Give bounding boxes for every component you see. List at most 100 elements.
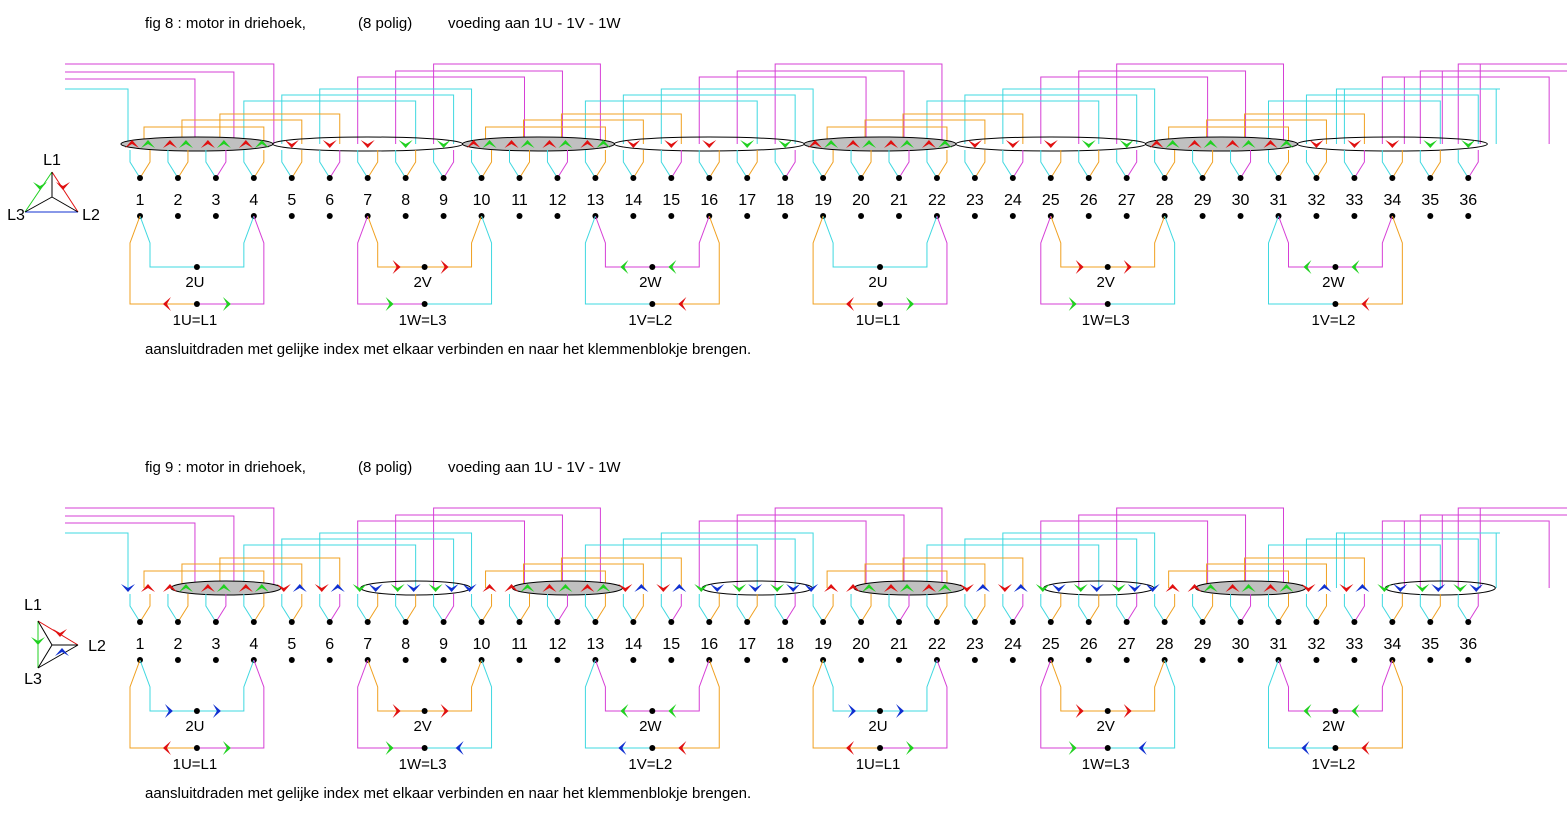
slot-number: 7 xyxy=(363,636,372,653)
arrow-up-icon xyxy=(558,140,573,148)
lead-wire xyxy=(812,594,824,623)
lead-wire xyxy=(1116,150,1128,179)
arrow-down-icon xyxy=(462,584,477,592)
terminal-dot xyxy=(1389,175,1396,181)
lead-wire xyxy=(481,150,493,179)
lead-wire xyxy=(1419,594,1431,623)
lead-wire xyxy=(850,150,862,179)
outer-wire xyxy=(424,659,493,749)
lead-wire xyxy=(1316,594,1327,623)
bridge-wire xyxy=(736,514,905,588)
lead-wire xyxy=(1116,594,1128,623)
lead-wire xyxy=(546,594,558,623)
arrow-down-icon xyxy=(368,584,383,592)
arrow-right-icon xyxy=(222,741,231,755)
arrow-up-icon xyxy=(178,140,193,148)
connection-group: 2V 1W=L3 xyxy=(1040,215,1176,329)
arrow-up-icon xyxy=(141,584,155,592)
arrow-up-icon xyxy=(1165,140,1180,148)
lead-wire xyxy=(1268,594,1279,623)
arrow-left-icon xyxy=(846,741,855,755)
bridge-wire xyxy=(1419,70,1567,144)
lead-wire xyxy=(1126,150,1138,179)
connection-group: 2U 1U=L1 xyxy=(129,215,265,329)
lead-wire xyxy=(622,150,634,179)
slot-number: 6 xyxy=(325,192,334,209)
coil-group xyxy=(120,136,274,152)
terminal-dot xyxy=(971,619,978,625)
terminal-dot xyxy=(1427,657,1434,663)
arrow-right-icon xyxy=(440,704,449,718)
terminal-dot xyxy=(554,213,561,219)
phase-label-l1: L1 xyxy=(43,152,61,169)
arrow-up-icon xyxy=(634,584,649,592)
phase-label-l3: L3 xyxy=(24,671,42,688)
fig9: fig 9 : motor in driehoek, (8 polig) voedi… xyxy=(24,459,1567,802)
bridge-wire xyxy=(826,570,948,588)
junction-dot xyxy=(1332,301,1339,307)
arrow-up-icon xyxy=(1187,140,1202,148)
lead-wire xyxy=(698,150,710,179)
terminal-dot xyxy=(896,213,902,219)
group-mid-label: 2V xyxy=(1097,274,1115,291)
lead-wire xyxy=(1230,150,1241,179)
slot-number: 4 xyxy=(249,192,258,209)
terminal-dot xyxy=(288,619,295,625)
terminal-dot xyxy=(554,619,561,625)
supply-wire xyxy=(1403,76,1500,144)
supply-wire xyxy=(65,63,275,144)
supply-wire xyxy=(1479,507,1500,588)
lead-wire xyxy=(1078,150,1090,179)
slot-number: 22 xyxy=(928,636,946,653)
slot-number: 15 xyxy=(662,192,680,209)
terminal-dot xyxy=(1199,657,1206,663)
slot-number: 27 xyxy=(1118,192,1136,209)
slot-number: 24 xyxy=(1004,636,1022,653)
bridge-wire xyxy=(736,70,905,144)
arrow-up-icon xyxy=(178,584,193,592)
bridge-wire xyxy=(181,563,303,588)
bridge-wire xyxy=(433,63,601,144)
lead-wire xyxy=(519,594,530,623)
bridge-wire xyxy=(1168,126,1289,144)
bridge-wire xyxy=(584,544,758,588)
lead-wire xyxy=(433,594,445,623)
terminal-dot xyxy=(1351,619,1358,625)
outer-wire xyxy=(652,215,720,305)
bridge-wire xyxy=(1206,119,1327,144)
bridge-wire xyxy=(774,507,943,588)
terminal-dot xyxy=(668,175,675,181)
bridge-wire xyxy=(219,557,341,588)
slot-number: 13 xyxy=(587,636,605,653)
lead-wire xyxy=(205,150,217,179)
inner-wire xyxy=(822,659,938,712)
terminal-dot xyxy=(1047,175,1054,181)
terminal-dot xyxy=(288,657,295,663)
connection-group: 2U 1U=L1 xyxy=(812,659,948,773)
bridge-wire xyxy=(219,113,341,144)
arrow-left-icon xyxy=(1361,297,1370,311)
lead-wire xyxy=(1240,594,1252,623)
terminal-dot xyxy=(630,619,637,625)
junction-dot xyxy=(877,301,884,307)
terminal-dot xyxy=(1199,619,1206,625)
lead-wire xyxy=(481,594,493,623)
bridge-wire xyxy=(1116,63,1284,144)
lead-wire xyxy=(736,150,748,179)
bridge-wire xyxy=(698,76,867,144)
arrow-up-icon xyxy=(216,584,231,592)
lead-wire xyxy=(1154,150,1166,179)
lead-wire xyxy=(812,150,824,179)
arrow-down-icon xyxy=(53,629,67,637)
arrow-up-icon xyxy=(921,140,936,148)
junction-dot xyxy=(1332,745,1339,751)
lead-wire xyxy=(1278,594,1289,623)
arrow-up-icon xyxy=(1317,584,1332,592)
group-bottom-label: 1U=L1 xyxy=(173,312,218,329)
arrow-up-icon xyxy=(1165,584,1180,592)
terminal-dot xyxy=(896,175,902,181)
arrow-down-icon xyxy=(748,584,763,592)
arrow-right-icon xyxy=(906,741,915,755)
slot-number: 10 xyxy=(473,636,491,653)
bridge-wire xyxy=(774,63,943,144)
